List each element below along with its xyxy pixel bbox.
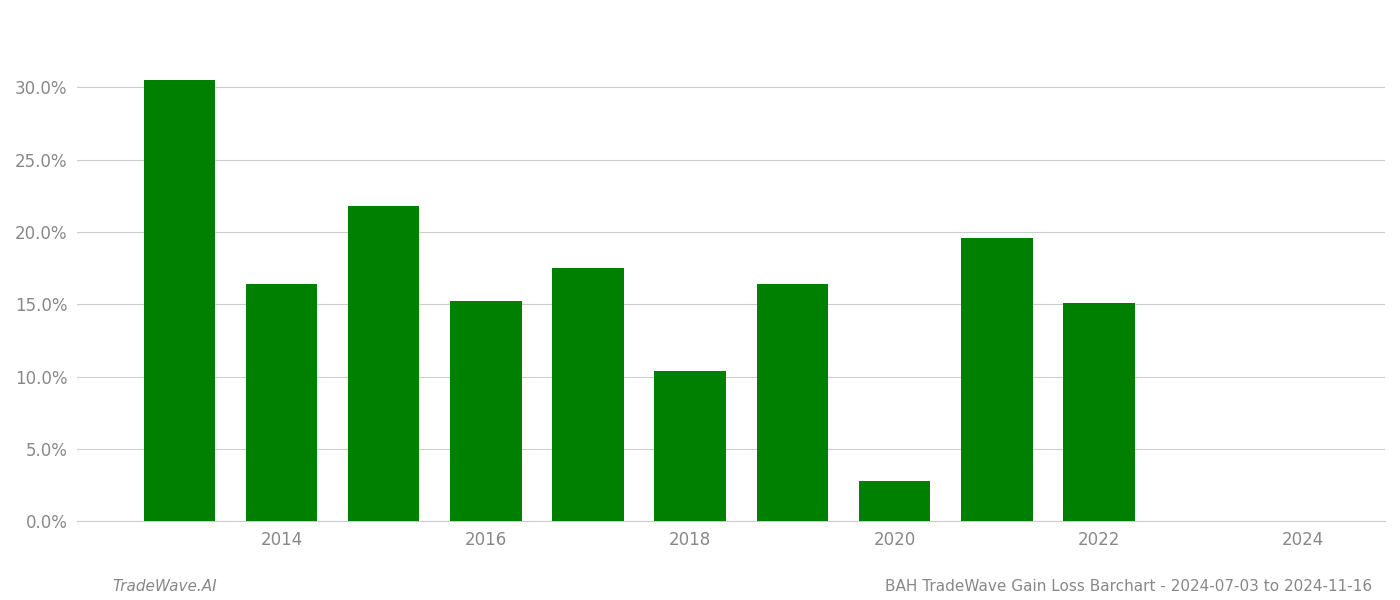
Bar [858,481,931,521]
Bar [144,80,216,521]
Bar [654,371,727,521]
Bar [1063,303,1134,521]
Text: BAH TradeWave Gain Loss Barchart - 2024-07-03 to 2024-11-16: BAH TradeWave Gain Loss Barchart - 2024-… [885,579,1372,594]
Bar [756,284,829,521]
Bar [349,206,420,521]
Text: TradeWave.AI: TradeWave.AI [112,579,217,594]
Bar [960,238,1033,521]
Bar [451,301,522,521]
Bar [553,268,624,521]
Bar [246,284,318,521]
